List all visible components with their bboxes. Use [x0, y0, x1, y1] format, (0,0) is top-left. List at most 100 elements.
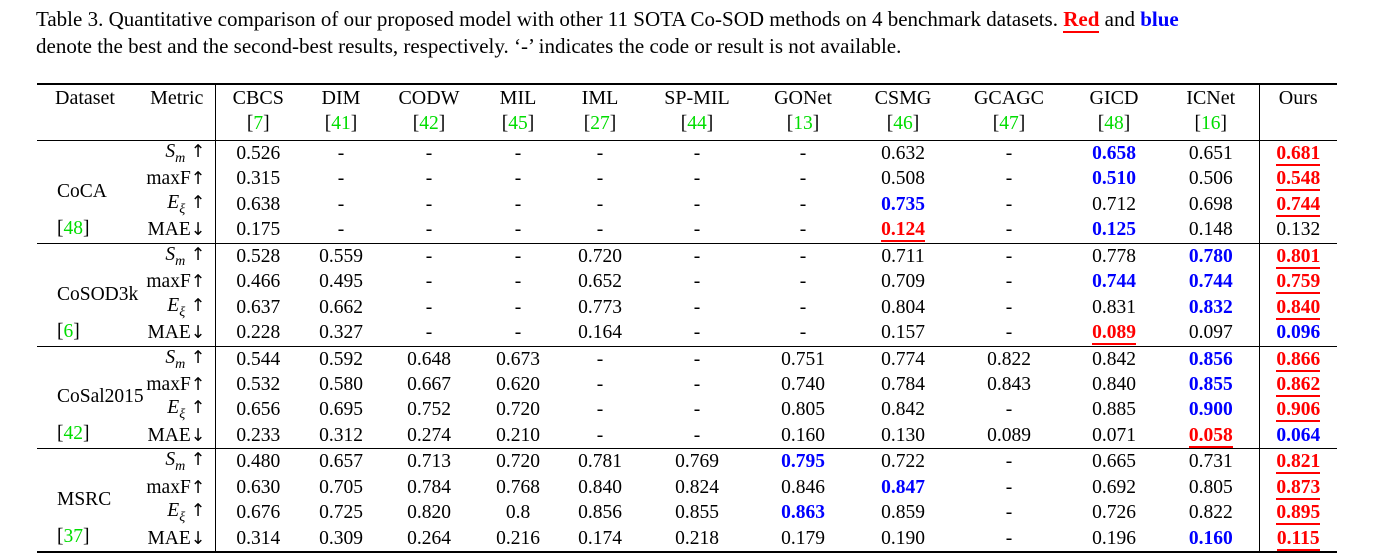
down-arrow-icon: ↓	[190, 425, 206, 446]
col-header-gcagc: GCAGC [47]	[953, 84, 1065, 141]
method-citation: [48]	[1097, 113, 1131, 134]
metric-symbol: S	[165, 346, 176, 368]
metric-label-sm: Sm ↑	[139, 242, 215, 270]
citation-number: 44	[687, 113, 707, 134]
cell-msrc-mae-gicd: 0.196	[1092, 527, 1136, 549]
cell-msrc-maxf-dim: 0.705	[319, 476, 363, 498]
dataset-name: CoCA	[57, 180, 107, 202]
cell-cosal2015-sm-codw: 0.648	[381, 345, 477, 373]
cell-cosal2015-e-ours: 0.906	[1258, 397, 1337, 424]
cell-cosod3k-e-csmg: 0.804	[881, 296, 925, 318]
cell-msrc-mae-mil: 0.216	[496, 527, 540, 549]
dataset-citation: [6]	[57, 318, 80, 343]
table-row: maxF↑ 0.466 0.495- -0.652- -0.709-0.744 0.744…	[37, 269, 1337, 295]
cell-coca-maxf-gonet: -	[799, 168, 807, 190]
cell-msrc-maxf-icnet: 0.805	[1188, 476, 1233, 498]
table-row: Eξ ↑ 0.638- - - - - -0.735-0.712 0.698 0.744	[37, 191, 1337, 218]
best-value: 0.681	[1276, 142, 1321, 166]
table-caption: Table 3. Quantitative comparison of our …	[36, 6, 1179, 60]
cell-msrc-sm-gcagc: -	[953, 448, 1065, 476]
cell-msrc-e-iml: 0.856	[578, 502, 622, 524]
table-row: MAE↓ 0.314 0.309 0.264 0.216 0.174 0.218 0.179 0…	[37, 526, 1337, 553]
cell-coca-e-sp-mil: -	[693, 193, 701, 215]
metric-label-mae: MAE↓	[139, 321, 215, 347]
cell-cosal2015-mae-gonet: 0.160	[781, 424, 825, 446]
cell-cosal2015-mae-gicd: 0.071	[1092, 424, 1136, 446]
cell-coca-e-gcagc: -	[1005, 193, 1013, 215]
cell-cosal2015-maxf-csmg: 0.784	[881, 373, 925, 395]
cell-coca-sm-gicd: 0.658	[1092, 142, 1136, 164]
metric-symbol: S	[165, 449, 176, 471]
cell-cosod3k-sm-gicd: 0.778	[1065, 242, 1163, 270]
metric-label-sm: Sm ↑	[139, 345, 215, 373]
best-value: 0.115	[1276, 527, 1320, 551]
cell-coca-sm-ours: 0.681	[1258, 140, 1337, 167]
table-row: CoCA [48] Sm ↑ 0.526- - - - - -0.632-0.658 0.651 0…	[37, 140, 1337, 239]
cell-coca-maxf-codw: -	[425, 168, 433, 190]
cell-coca-maxf-iml: -	[596, 168, 604, 190]
metric-label-maxf: maxF↑	[139, 372, 215, 397]
cell-msrc-e-sp-mil: 0.855	[675, 502, 719, 524]
cell-msrc-maxf-ours: 0.873	[1258, 475, 1337, 501]
cell-coca-maxf-sp-mil: -	[693, 168, 701, 190]
cell-coca-sm-iml: -	[596, 142, 604, 164]
citation-number: 48	[63, 217, 84, 239]
cell-cosal2015-sm-gonet: 0.751	[753, 345, 853, 373]
method-citation: [16]	[1194, 113, 1228, 134]
cell-cosal2015-maxf-codw: 0.667	[407, 373, 451, 395]
method-name: GICD	[1089, 87, 1139, 109]
table-row: MSRC [37] Sm ↑ 0.480 0.657 0.713 0.720 0.781 0.7…	[37, 448, 1337, 553]
table-row: maxF↑ 0.315- - - - - -0.508-0.510 0.506 0.548	[37, 166, 1337, 192]
best-value: 0.089	[1092, 322, 1136, 346]
results-table-wrapper: Dataset Metric CBCS [7] DIM [41] CODW [42] MIL…	[37, 83, 1337, 553]
cell-coca-e-mil: -	[514, 193, 522, 215]
cell-cosal2015-maxf-ours: 0.862	[1258, 372, 1337, 398]
dataset-cell-cosal2015: CoSal2015 [42]	[37, 345, 144, 449]
cell-cosod3k-sm-icnet: 0.780	[1163, 242, 1259, 270]
citation-number: 6	[63, 320, 74, 342]
cell-cosod3k-mae-gonet: -	[799, 322, 807, 344]
up-arrow-icon: ↑	[190, 272, 206, 293]
metric-symbol: S	[165, 243, 176, 265]
best-value: 0.548	[1276, 168, 1321, 192]
cell-cosal2015-mae-dim: 0.312	[319, 424, 363, 446]
col-header-ours: Ours	[1258, 84, 1337, 141]
cell-coca-mae-iml: -	[596, 219, 604, 241]
method-citation: [45]	[501, 113, 535, 134]
cell-cosod3k-e-iml: 0.773	[578, 296, 622, 318]
cell-msrc-e-dim: 0.725	[319, 502, 363, 524]
dataset-citation: [48]	[57, 215, 90, 240]
best-value: 0.821	[1276, 451, 1321, 475]
up-arrow-icon: ↑	[185, 347, 206, 368]
method-name: MIL	[499, 87, 537, 109]
metric-subscript: ξ	[179, 304, 185, 320]
method-citation: [42]	[412, 113, 446, 134]
cell-cosod3k-maxf-csmg: 0.709	[881, 271, 925, 293]
cell-msrc-e-gicd: 0.726	[1092, 502, 1136, 524]
cell-coca-mae-ours: 0.132	[1258, 217, 1337, 244]
col-header-gonet: GONet [13]	[753, 84, 853, 141]
cell-cosod3k-e-sp-mil: -	[693, 296, 701, 318]
up-arrow-icon: ↑	[185, 450, 206, 471]
dataset-citation-ref: [42]	[57, 423, 90, 445]
cell-cosal2015-e-icnet: 0.900	[1188, 399, 1233, 421]
metric-subscript: ξ	[179, 509, 185, 525]
metric-symbol: maxF	[146, 271, 191, 293]
cell-cosal2015-maxf-sp-mil: -	[693, 373, 701, 395]
cell-cosod3k-e-gicd: 0.831	[1092, 296, 1136, 318]
cell-msrc-sm-icnet: 0.731	[1163, 448, 1259, 476]
citation-number: 48	[1104, 113, 1124, 134]
cell-coca-e-gonet: -	[799, 193, 807, 215]
dataset-name: CoSal2015	[57, 386, 144, 408]
cell-cosal2015-mae-csmg: 0.130	[881, 424, 925, 446]
metric-subscript: m	[175, 458, 185, 474]
up-arrow-icon: ↑	[185, 142, 206, 162]
metric-label-maxf: maxF↑	[139, 270, 215, 295]
metric-subscript-glyph: ξ	[179, 406, 186, 423]
cell-cosod3k-e-dim: 0.662	[319, 296, 363, 318]
metric-subscript: m	[175, 150, 185, 166]
cell-cosod3k-mae-codw: -	[425, 322, 433, 344]
cell-msrc-sm-cbcs: 0.480	[214, 448, 301, 476]
cell-cosod3k-sm-iml: 0.720	[559, 242, 641, 270]
cell-cosal2015-e-iml: -	[596, 399, 604, 421]
